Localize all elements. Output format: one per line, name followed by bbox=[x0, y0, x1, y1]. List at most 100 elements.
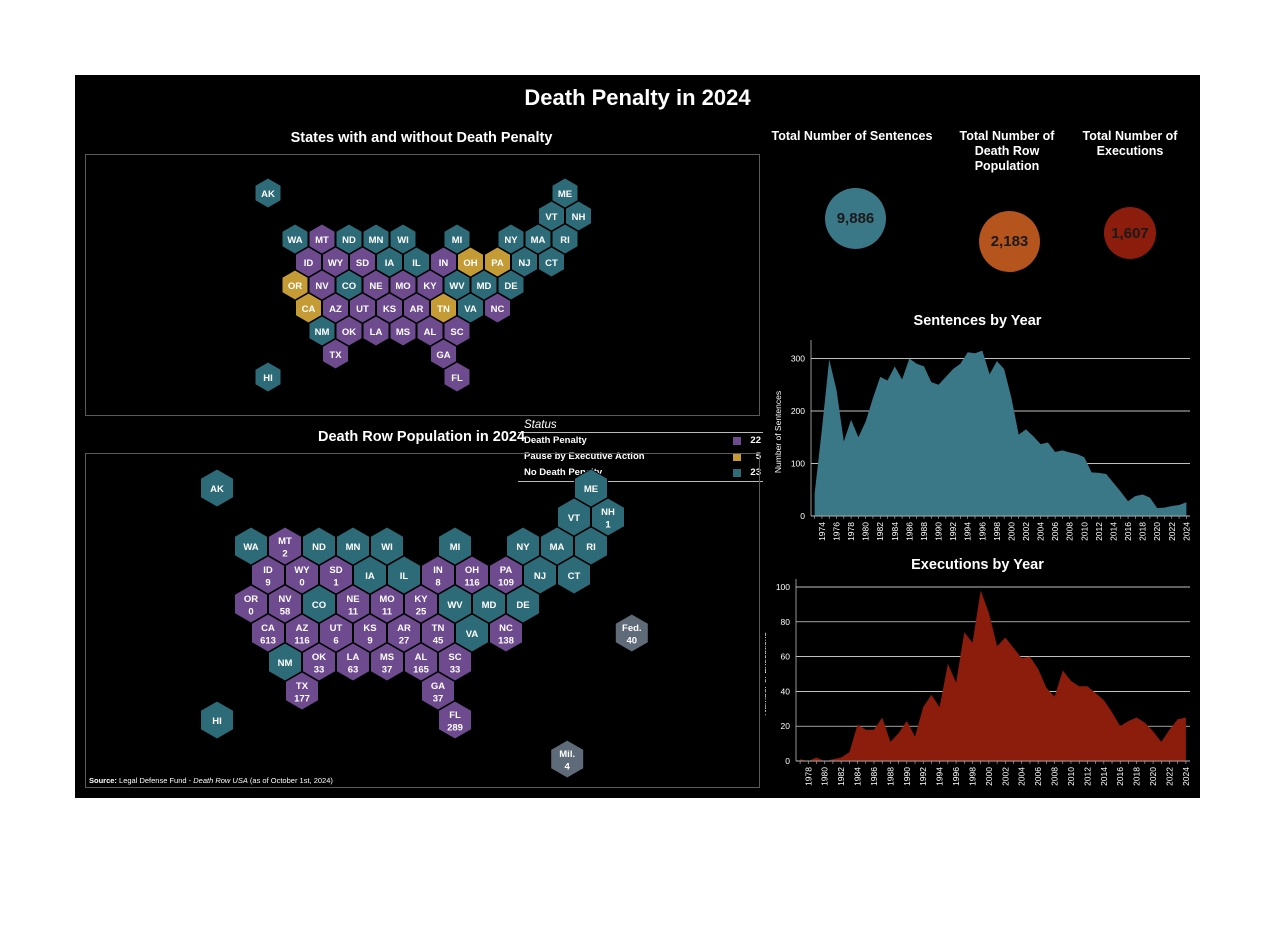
hex-me[interactable]: ME bbox=[574, 468, 608, 508]
hex-pa[interactable]: PA 109 bbox=[489, 555, 523, 595]
hex-ga[interactable]: GA bbox=[430, 338, 457, 370]
hex-mn[interactable]: MN bbox=[336, 526, 370, 566]
hex-nm[interactable]: NM bbox=[308, 315, 336, 347]
hex-de[interactable]: DE bbox=[497, 269, 525, 301]
hex-co[interactable]: CO bbox=[335, 269, 363, 301]
hex-vt[interactable]: VT bbox=[538, 200, 565, 232]
hex-mt[interactable]: MT 2 bbox=[268, 526, 302, 566]
hex-ut[interactable]: UT bbox=[349, 292, 376, 324]
hex-ny[interactable]: NY bbox=[497, 223, 525, 255]
hex-ri[interactable]: RI bbox=[574, 526, 608, 566]
hex-or[interactable]: OR bbox=[281, 269, 309, 301]
hex-oh[interactable]: OH bbox=[457, 246, 484, 278]
hex-wi[interactable]: WI bbox=[389, 223, 417, 255]
hex-ky[interactable]: KY 25 bbox=[404, 584, 438, 624]
hex-id[interactable]: ID 9 bbox=[251, 555, 285, 595]
hex-al[interactable]: AL bbox=[416, 315, 444, 347]
hex-nj[interactable]: NJ bbox=[511, 246, 538, 278]
hex-il[interactable]: IL bbox=[403, 246, 430, 278]
hex-wi[interactable]: WI bbox=[370, 526, 404, 566]
legend-item-no-death-penalty[interactable]: No Death Penalty 23 bbox=[518, 465, 763, 481]
hex-oh[interactable]: OH 116 bbox=[455, 555, 489, 595]
hex-nh[interactable]: NH 1 bbox=[591, 497, 625, 537]
hex-ar[interactable]: AR 27 bbox=[387, 613, 421, 653]
hex-ok[interactable]: OK 33 bbox=[302, 642, 336, 682]
hex-ms[interactable]: MS 37 bbox=[370, 642, 404, 682]
hex-nh[interactable]: NH bbox=[565, 200, 592, 232]
hex-wa[interactable]: WA bbox=[281, 223, 309, 255]
hex-nm[interactable]: NM bbox=[268, 642, 302, 682]
hex-md[interactable]: MD bbox=[472, 584, 506, 624]
hex-wv[interactable]: WV bbox=[443, 269, 471, 301]
hex-ok[interactable]: OK bbox=[335, 315, 363, 347]
hex-mo[interactable]: MO 11 bbox=[370, 584, 404, 624]
hex-md[interactable]: MD bbox=[470, 269, 498, 301]
hex-mi[interactable]: MI bbox=[443, 223, 471, 255]
hex-ne[interactable]: NE 11 bbox=[336, 584, 370, 624]
hex-mt[interactable]: MT bbox=[308, 223, 336, 255]
hex-ia[interactable]: IA bbox=[353, 555, 387, 595]
hex-ct[interactable]: CT bbox=[557, 555, 591, 595]
hex-la[interactable]: LA bbox=[362, 315, 390, 347]
hex-in[interactable]: IN bbox=[430, 246, 457, 278]
hex-sc[interactable]: SC 33 bbox=[438, 642, 472, 682]
hex-sd[interactable]: SD bbox=[349, 246, 376, 278]
hex-nd[interactable]: ND bbox=[335, 223, 363, 255]
hex-tx[interactable]: TX 177 bbox=[285, 671, 319, 711]
hex-ak[interactable]: AK bbox=[254, 177, 282, 209]
hex-hi[interactable]: HI bbox=[254, 361, 282, 393]
hex-ct[interactable]: CT bbox=[538, 246, 565, 278]
hex-mi[interactable]: MI bbox=[438, 526, 472, 566]
hex-wv[interactable]: WV bbox=[438, 584, 472, 624]
hex-sd[interactable]: SD 1 bbox=[319, 555, 353, 595]
hex-wy[interactable]: WY bbox=[322, 246, 349, 278]
hex-nc[interactable]: NC bbox=[484, 292, 511, 324]
hex-sc[interactable]: SC bbox=[443, 315, 471, 347]
hex-tn[interactable]: TN bbox=[430, 292, 457, 324]
hex-il[interactable]: IL bbox=[387, 555, 421, 595]
hex-ks[interactable]: KS 9 bbox=[353, 613, 387, 653]
hex-nd[interactable]: ND bbox=[302, 526, 336, 566]
hex-ak[interactable]: AK bbox=[200, 468, 234, 508]
hex-wa[interactable]: WA bbox=[234, 526, 268, 566]
hex-az[interactable]: AZ 116 bbox=[285, 613, 319, 653]
legend-item-pause[interactable]: Pause by Executive Action 5 bbox=[518, 449, 763, 465]
hex-va[interactable]: VA bbox=[455, 613, 489, 653]
hex-ri[interactable]: RI bbox=[551, 223, 579, 255]
hex-va[interactable]: VA bbox=[457, 292, 484, 324]
hex-la[interactable]: LA 63 bbox=[336, 642, 370, 682]
hex-id[interactable]: ID bbox=[295, 246, 322, 278]
hex-ms[interactable]: MS bbox=[389, 315, 417, 347]
hex-ne[interactable]: NE bbox=[362, 269, 390, 301]
hex-mo[interactable]: MO bbox=[389, 269, 417, 301]
hex-ga[interactable]: GA 37 bbox=[421, 671, 455, 711]
hex-ma[interactable]: MA bbox=[540, 526, 574, 566]
hex-in[interactable]: IN 8 bbox=[421, 555, 455, 595]
hex-hi[interactable]: HI bbox=[200, 700, 234, 740]
hex-wy[interactable]: WY 0 bbox=[285, 555, 319, 595]
area-series[interactable] bbox=[800, 590, 1186, 762]
area-series[interactable] bbox=[814, 350, 1187, 516]
hex-nv[interactable]: NV bbox=[308, 269, 336, 301]
hex-al[interactable]: AL 165 bbox=[404, 642, 438, 682]
hex-pa[interactable]: PA bbox=[484, 246, 511, 278]
hex-ut[interactable]: UT 6 bbox=[319, 613, 353, 653]
hex-co[interactable]: CO bbox=[302, 584, 336, 624]
hex-mil[interactable]: Mil. 4 bbox=[550, 739, 585, 779]
hex-vt[interactable]: VT bbox=[557, 497, 591, 537]
hex-nv[interactable]: NV 58 bbox=[268, 584, 302, 624]
hex-fl[interactable]: FL 289 bbox=[438, 700, 472, 740]
hex-ky[interactable]: KY bbox=[416, 269, 444, 301]
legend-item-death-penalty[interactable]: Death Penalty 22 bbox=[518, 433, 763, 449]
hex-ma[interactable]: MA bbox=[524, 223, 552, 255]
hex-de[interactable]: DE bbox=[506, 584, 540, 624]
hex-fl[interactable]: FL bbox=[443, 361, 471, 393]
hex-me[interactable]: ME bbox=[551, 177, 579, 209]
hex-az[interactable]: AZ bbox=[322, 292, 349, 324]
hex-tx[interactable]: TX bbox=[322, 338, 349, 370]
hex-nj[interactable]: NJ bbox=[523, 555, 557, 595]
hex-or[interactable]: OR 0 bbox=[234, 584, 268, 624]
hex-mn[interactable]: MN bbox=[362, 223, 390, 255]
hex-ny[interactable]: NY bbox=[506, 526, 540, 566]
hex-ia[interactable]: IA bbox=[376, 246, 403, 278]
